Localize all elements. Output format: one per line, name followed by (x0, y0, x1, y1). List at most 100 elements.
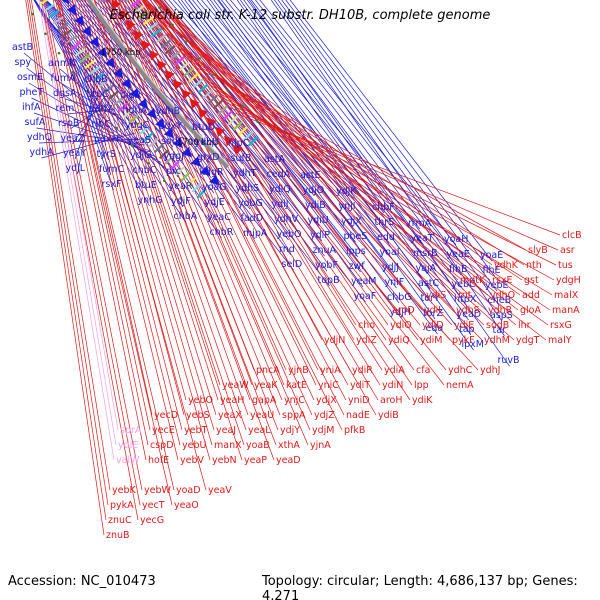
marker-dot (226, 89, 230, 92)
forward-gene-arrow (223, 135, 235, 147)
reverse-gene-label: ydiZ (356, 335, 377, 346)
gene-leader-line (289, 0, 493, 262)
gene-leader-line (159, 0, 421, 326)
reverse-gene-label: yeaH (220, 395, 244, 406)
reverse-gene-arrow (97, 46, 108, 58)
gene-leader-line (35, 0, 143, 162)
cog-category-mark (133, 4, 145, 14)
forward-gene-label: yoaG (202, 182, 227, 193)
reverse-gene-label: yecT (142, 500, 165, 511)
reverse-gene-label: cfa (416, 365, 430, 376)
gene-leader-line (39, 6, 140, 147)
forward-gene-label: yoaE (480, 250, 503, 261)
gene-leader-line (141, 0, 315, 197)
forward-gene-arrow (181, 89, 192, 100)
forward-gene-arrow (215, 126, 226, 137)
marker-dot (171, 23, 174, 27)
marker-dot (198, 56, 201, 60)
reverse-gene-label: ydiE (454, 320, 474, 331)
gene-leader-line (45, 0, 143, 491)
cog-category-mark (232, 120, 243, 131)
reverse-gene-label: yeaX (218, 410, 242, 421)
gene-leader-line (55, 0, 149, 446)
reverse-gene-label: yoaD (176, 485, 201, 496)
reverse-gene-label: znuC (108, 515, 132, 526)
genome-summary: Topology: circular; Length: 4,686,137 bp… (262, 574, 578, 600)
gene-leader-line (184, 0, 395, 274)
gene-leader-line (277, 0, 500, 307)
forward-gene-label: ydiB (305, 200, 326, 211)
gene-leader-line (159, 0, 402, 319)
reverse-gene-label: ynjC (284, 395, 305, 406)
reverse-gene-label: ydhJ (480, 365, 500, 376)
cog-category-mark (43, 3, 56, 12)
forward-gene-label: ydgC (125, 120, 150, 131)
reverse-gene-arrow (172, 137, 184, 148)
cog-category-mark (155, 33, 167, 43)
forward-gene-arrow (189, 98, 200, 110)
cog-category-mark (248, 136, 259, 147)
cog-category-mark (108, 90, 119, 100)
gene-leader-line (106, 0, 330, 287)
reverse-gene-label: yebW (144, 485, 171, 496)
scale-label: 1750 kbp (101, 48, 141, 58)
reverse-gene-label: ydhS (456, 305, 480, 316)
forward-gene-label: torY (421, 293, 440, 304)
forward-gene-label: yoaI (380, 247, 400, 258)
gene-leader-line (155, 0, 387, 341)
reverse-gene-label: ydiB (378, 410, 399, 421)
gene-leader-line (124, 0, 315, 401)
reverse-gene-arrow (163, 127, 175, 139)
gene-leader-line (114, 0, 283, 401)
forward-gene-label: astC (418, 278, 439, 289)
cog-category-mark (153, 143, 165, 154)
reverse-gene-label: rsxE (492, 275, 512, 286)
forward-gene-arrow (141, 39, 152, 51)
gene-leader-line (38, 0, 115, 461)
reverse-gene-label: ydiO (390, 320, 412, 331)
cog-category-mark (84, 60, 96, 70)
forward-gene-label: yeaM (351, 276, 377, 287)
forward-gene-label: yeaR (169, 181, 193, 192)
cog-category-mark (52, 16, 64, 25)
gene-leader-line (104, 0, 287, 226)
gene-leader-line (144, 0, 413, 386)
reverse-gene-label: yeaV (208, 485, 232, 496)
gene-leader-line (274, 0, 503, 322)
gene-leader-line (72, 0, 207, 491)
marker-dot (163, 179, 166, 182)
forward-gene-label: ydiU (308, 215, 329, 226)
reverse-gene-arrow (74, 15, 84, 27)
forward-gene-label: yobF (315, 260, 338, 271)
forward-gene-label: ydgJ (164, 151, 184, 162)
forward-gene-label: flhE (483, 265, 501, 276)
reverse-cog-ring (125, 0, 259, 147)
forward-gene-label: sufB (231, 153, 252, 164)
reverse-gene-label: yebN (212, 455, 237, 466)
marker-dot (100, 108, 104, 111)
forward-gene-label: ydjJ (382, 262, 399, 273)
forward-gene-label: chbB (84, 74, 108, 85)
gene-leader-line (160, 0, 356, 243)
reverse-gene-label: ydiS (426, 290, 446, 301)
forward-gene-label: btuC (87, 89, 110, 100)
marker-dot (85, 89, 89, 93)
reverse-gene-label: ydiQ (388, 335, 410, 346)
cog-category-mark (164, 154, 175, 165)
forward-gene-label: ydjH (390, 307, 411, 318)
reverse-gene-label: manA (552, 305, 580, 316)
reverse-gene-label: ydiL (424, 305, 444, 316)
marker-dot (179, 196, 183, 199)
forward-gene-label: prc (166, 166, 181, 177)
reverse-gene-label: nadE (346, 410, 370, 421)
gene-leader-line (103, 0, 251, 401)
forward-gene-label: tap (459, 324, 475, 335)
forward-gene-label: topB (318, 275, 340, 286)
gene-leader-line (141, 0, 381, 386)
map-title: Escherichia coli str. K-12 substr. DH10B… (109, 8, 491, 23)
gene-leader-line (218, 0, 474, 351)
gene-leader-line (176, 46, 521, 296)
reverse-strand (111, 0, 243, 156)
forward-gene-label: tar (493, 325, 507, 336)
reverse-gene-label: rnt (458, 290, 472, 301)
